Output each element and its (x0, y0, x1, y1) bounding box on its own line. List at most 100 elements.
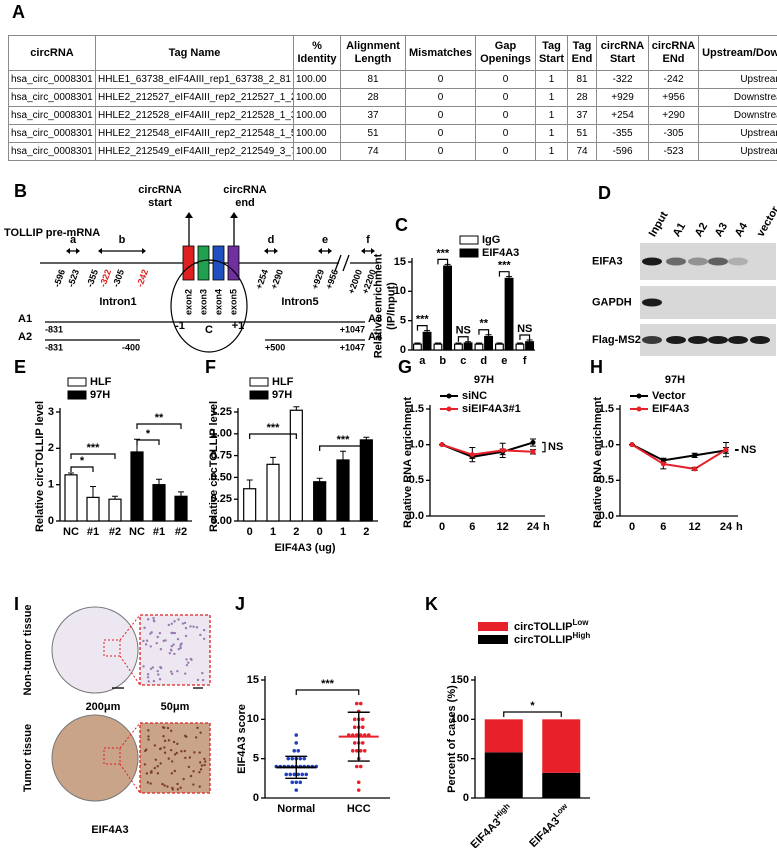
x-tick-label: 2 (293, 526, 299, 538)
cell (168, 652, 172, 655)
band (728, 257, 748, 266)
cell (161, 782, 164, 786)
y-tick-label: 0.5 (409, 474, 424, 486)
primer-name: A4 (368, 331, 383, 343)
cell (144, 643, 148, 646)
sig-bracket (249, 433, 297, 439)
primer-name: A3 (368, 313, 382, 325)
cell (162, 639, 165, 643)
table-cell: 0 (475, 88, 536, 107)
cell (196, 678, 200, 682)
header-cell: Tag End (567, 35, 597, 71)
x-tick-label-base: EIF4A3 (527, 815, 562, 848)
line (631, 443, 727, 462)
legend-label: circTOLLIPHigh (514, 631, 590, 646)
legend-label: 97H (272, 389, 292, 401)
cell (199, 633, 202, 637)
error-bar (506, 276, 513, 279)
sig-label: *** (321, 678, 335, 690)
point (354, 764, 359, 769)
row-label: Non-tumor tissue (22, 604, 34, 695)
sig-label: * (530, 700, 535, 712)
header-cell: circRNA Start (596, 35, 649, 71)
cell (164, 639, 167, 642)
point (302, 756, 307, 761)
sig-label: NS (456, 325, 471, 337)
cell (170, 622, 174, 625)
bar (130, 451, 144, 522)
site-name: b (119, 234, 126, 246)
lane-label: A3 (713, 221, 730, 239)
point (354, 749, 359, 753)
bar (504, 277, 514, 351)
cell (185, 735, 188, 738)
amplicon-start: -831 (45, 342, 63, 352)
cell (177, 618, 180, 621)
point (352, 717, 357, 722)
blot-label: EIFA3 (592, 255, 623, 267)
x-tick-label: 1 (270, 526, 276, 538)
band (642, 336, 662, 344)
cell (180, 642, 183, 645)
point (530, 440, 536, 446)
error-bar (316, 477, 323, 482)
point (500, 447, 506, 453)
cell (146, 673, 150, 676)
cell (147, 735, 150, 738)
table-cell: 37 (567, 106, 597, 125)
intron-label: Intron1 (99, 296, 136, 308)
table-cell: 1 (535, 88, 568, 107)
cell (145, 639, 149, 642)
x-tick-label: 0 (247, 526, 253, 538)
cell (146, 676, 150, 679)
x-tick-label-sup: High (493, 802, 512, 821)
point (469, 452, 475, 458)
table-cell: 51 (340, 124, 406, 143)
legend-swatch (636, 406, 642, 412)
cell (152, 616, 155, 620)
cell (157, 673, 160, 676)
error-bar (293, 406, 300, 411)
table-cell: 0 (405, 70, 476, 89)
header-cell: Tag Name (95, 35, 294, 71)
cell (192, 783, 195, 786)
tissue-core (51, 714, 139, 802)
x-tick-label: d (480, 355, 487, 367)
amplicon-end: +1047 (340, 342, 365, 352)
amplicon-end: +1047 (340, 324, 365, 334)
blot (640, 286, 776, 319)
y-tick-label: 0.75 (211, 450, 232, 462)
table-cell: 74 (567, 142, 597, 161)
band (688, 336, 708, 344)
cell (203, 763, 206, 767)
y-tick-label: 0.0 (409, 510, 424, 522)
cell (154, 758, 158, 761)
cell (170, 644, 174, 648)
x-tick-label: b (439, 355, 446, 367)
cell (193, 751, 196, 754)
cell (156, 772, 160, 775)
x-tick-label: NC (63, 526, 79, 538)
table-cell: HHLE2_212527_eIF4AIII_rep2_212527_1_28 (95, 88, 294, 107)
cell (149, 645, 152, 648)
line (441, 443, 534, 456)
sig-bracket (295, 689, 360, 695)
bar (422, 331, 432, 351)
table-cell: +956 (648, 88, 699, 107)
cell (187, 661, 190, 664)
sig-label: NS (548, 441, 563, 453)
y-axis-label: Relative RNA enrichment (592, 397, 604, 528)
table-cell: +254 (596, 106, 649, 125)
cell (176, 782, 179, 786)
point (352, 741, 357, 745)
sig-bracket (319, 445, 367, 451)
cell (155, 641, 158, 645)
table-row: hsa_circ_0008301 HHLE2_212528_eIF4AIII_re… (8, 106, 777, 125)
legend-swatch (459, 248, 479, 258)
site-marker-head (264, 248, 278, 254)
cell (201, 671, 204, 675)
cell (159, 648, 163, 651)
x-tick-label: 6 (469, 521, 475, 533)
y-tick-label: 10 (394, 285, 406, 297)
legend-label-sup: High (572, 631, 590, 640)
